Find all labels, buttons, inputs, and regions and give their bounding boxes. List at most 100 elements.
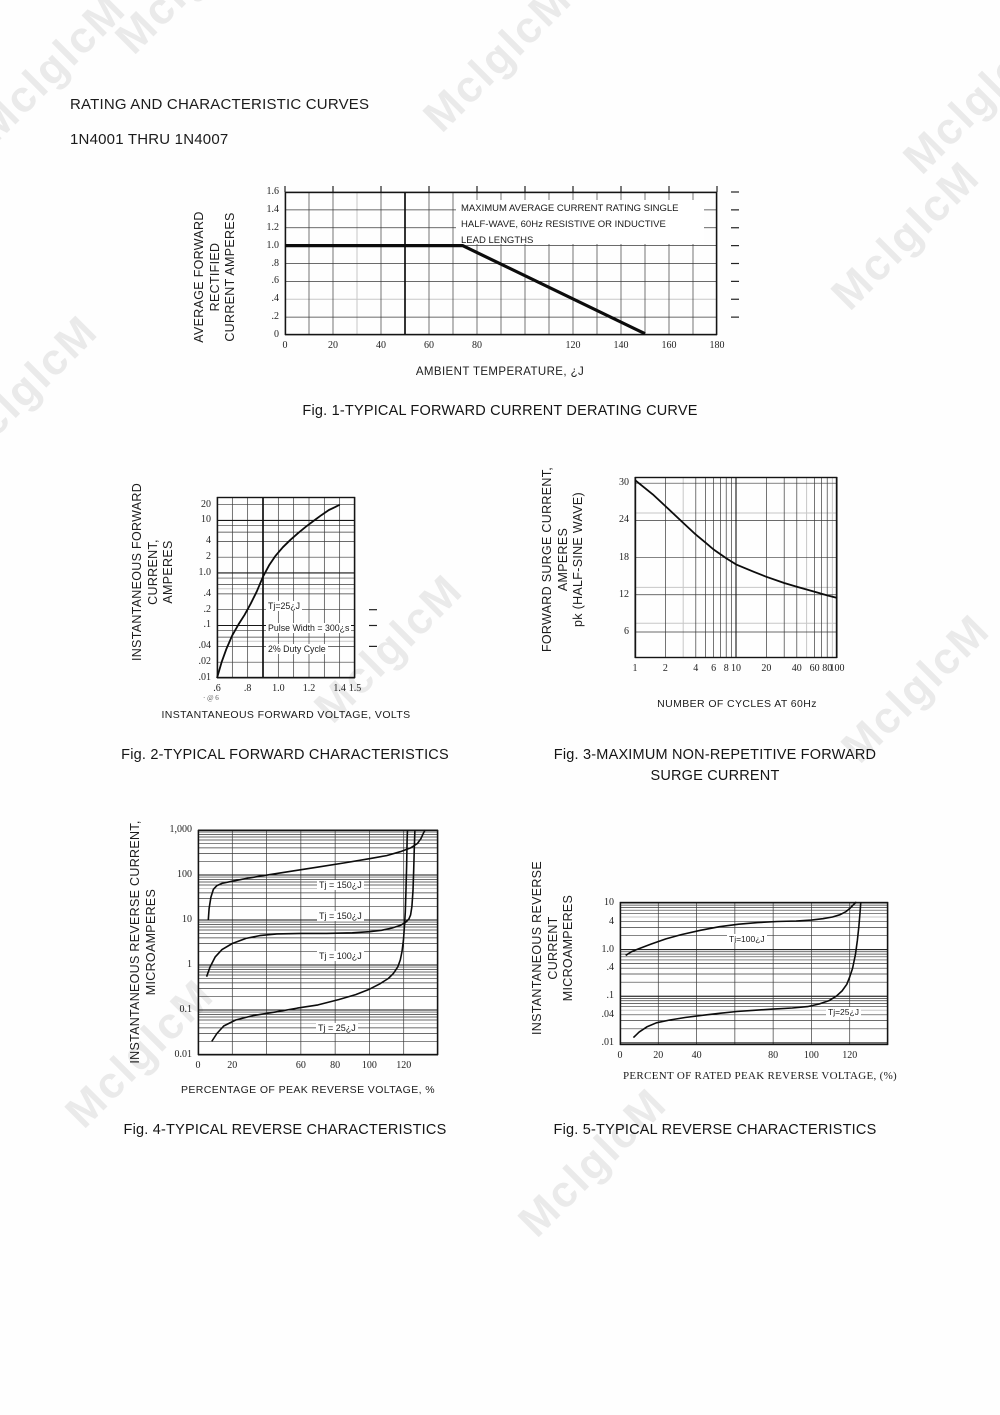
fig3-surge-current (634, 479, 838, 599)
fig1-x-tick: 120 (565, 340, 581, 351)
fig5-y-tick: .01 (601, 1036, 615, 1048)
fig1-y-axis-title: AVERAGE FORWARD RECTIFIED CURRENT AMPERES (192, 211, 237, 343)
fig2-y-tick: 2 (206, 551, 211, 563)
fig5-tj-25-curve (632, 901, 862, 1039)
fig4-y-tick: 0.1 (179, 1004, 193, 1015)
fig4-y-tick: 1 (187, 959, 192, 970)
fig2-plot (216, 496, 377, 679)
watermark: MclglcM (509, 1079, 677, 1247)
fig3-x-tick: 6 (711, 663, 717, 674)
fig1-y-tick: .4 (271, 293, 280, 305)
fig3-x-tick: 2 (662, 663, 668, 674)
fig4-x-tick: 100 (361, 1060, 377, 1071)
fig3-x-tick: 100 (829, 663, 845, 674)
fig2-x-tick: 1.5 (348, 683, 362, 694)
watermark: MclglcM (414, 0, 582, 142)
fig4-annotation: Tj = 25¿J (316, 1023, 358, 1033)
fig2-y-tick: 20 (201, 498, 211, 510)
fig1-x-tick: 0 (282, 340, 288, 351)
fig5-x-tick: 80 (768, 1050, 779, 1061)
fig5-x-tick: 0 (617, 1050, 623, 1061)
fig1-x-tick: 60 (424, 340, 434, 351)
fig2-y-tick: 1.0 (198, 566, 212, 578)
fig1-x-tick: 80 (472, 340, 482, 351)
fig3-y-tick: 6 (624, 625, 629, 637)
fig3-x-tick: 40 (791, 663, 802, 674)
fig2-y-tick: .2 (203, 603, 212, 615)
fig2-x-tick: .8 (243, 683, 252, 694)
fig2-x-tick: 1.2 (302, 683, 316, 694)
fig1-x-tick: 180 (709, 340, 725, 351)
fig2-forward-characteristic (216, 503, 341, 679)
fig3-x-tick: 1 (632, 663, 638, 674)
fig1-annotation: HALF-WAVE, 60Hz RESISTIVE OR INDUCTIVE (461, 218, 666, 230)
fig1-x-tick: 40 (376, 340, 386, 351)
fig4-y-tick: 10 (182, 914, 192, 925)
fig5-y-axis-title: INSTANTANEOUS REVERSE CURRENT MICROAMPERE… (530, 861, 575, 1035)
fig4-plot (197, 829, 439, 1056)
fig3-x-tick: 20 (761, 663, 772, 674)
fig5-tj-100-curve (625, 901, 857, 957)
fig2-annotation: Tj=25¿J (266, 601, 303, 611)
fig3-y-tick: 18 (619, 551, 629, 563)
fig3-caption: Fig. 3-MAXIMUM NON-REPETITIVE FORWARD (553, 747, 877, 763)
fig2-y-tick: 4 (206, 535, 211, 547)
fig5-x-tick: 100 (803, 1050, 819, 1061)
fig4-tj-100-curve (205, 829, 416, 977)
fig4-x-tick: 0 (195, 1060, 201, 1071)
fig4-y-tick: 100 (177, 869, 192, 880)
fig4-caption: Fig. 4-TYPICAL REVERSE CHARACTERISTICS (123, 1122, 447, 1138)
fig3-caption-line2: SURGE CURRENT (650, 768, 780, 784)
fig5-plot (619, 901, 889, 1046)
fig5-y-tick: 10 (604, 896, 614, 908)
fig4-tj-150-curve (207, 829, 426, 921)
fig2-y-tick: 10 (201, 514, 211, 526)
fig5-caption: Fig. 5-TYPICAL REVERSE CHARACTERISTICS (553, 1122, 877, 1138)
fig1-y-tick: 1.6 (266, 186, 280, 197)
fig5-y-tick: .4 (606, 962, 615, 974)
fig4-tj-25-curve (211, 829, 409, 1042)
fig1-plot (284, 186, 739, 336)
fig2-y-tick: .4 (203, 587, 212, 599)
fig3-x-tick: 80 (822, 663, 833, 674)
fig3-y-tick: 24 (619, 514, 629, 526)
fig3-y-axis-title: FORWARD SURGE CURRENT, AMPERES pk (HALF-S… (540, 466, 585, 653)
fig2-y-tick: .04 (198, 640, 212, 652)
fig3-x-axis-title: NUMBER OF CYCLES AT 60Hz (657, 698, 817, 710)
fig4-y-axis-title: INSTANTANEOUS REVERSE CURRENT, MICROAMPER… (128, 820, 158, 1064)
fig5-y-tick: .04 (601, 1008, 615, 1020)
fig5-x-tick: 40 (691, 1050, 702, 1061)
page-subtitle: 1N4001 THRU 1N4007 (70, 131, 229, 148)
fig3-y-tick: 30 (619, 477, 629, 489)
watermark: MclglcM (822, 152, 990, 320)
fig2-x-axis-title: INSTANTANEOUS FORWARD VOLTAGE, VOLTS (161, 709, 411, 721)
watermark: MclglcM (106, 0, 274, 64)
fig5-y-tick: .1 (606, 990, 615, 1002)
fig2-x-tick: 1.0 (272, 683, 285, 694)
fig1-caption: Fig. 1-TYPICAL FORWARD CURRENT DERATING … (302, 403, 698, 419)
fig1-x-axis-title: AMBIENT TEMPERATURE, ¿J (415, 366, 585, 378)
fig3-y-tick: 12 (619, 588, 629, 600)
fig4-x-tick: 120 (396, 1060, 412, 1071)
fig4-y-tick: 1,000 (169, 824, 193, 835)
fig1-y-tick: .2 (271, 311, 280, 323)
fig1-y-tick: 0 (274, 329, 279, 340)
fig2-annotation: 2% Duty Cycle (266, 644, 328, 654)
fig2-annotation: Pulse Width = 300¿s (266, 622, 352, 633)
fig5-x-tick: 120 (842, 1050, 858, 1061)
fig1-y-tick: 1.2 (266, 221, 280, 233)
fig4-y-tick: 0.01 (174, 1049, 193, 1060)
fig4-annotation: Tj = 150¿J (317, 880, 364, 890)
fig4-x-tick: 20 (227, 1060, 238, 1071)
fig5-y-tick: 1.0 (601, 943, 615, 955)
fig5-annotation: Tj=25¿J (826, 1007, 861, 1017)
fig5-y-tick: 4 (609, 915, 614, 927)
fig5-x-tick: 20 (653, 1050, 664, 1061)
page-title: RATING AND CHARACTERISTIC CURVES (70, 96, 370, 113)
fig2-x-tick: .6 (213, 683, 221, 694)
fig2-annotation: · @ 6 (203, 694, 219, 702)
fig1-y-tick: .8 (271, 257, 280, 269)
watermark: MclglcM (0, 306, 108, 474)
fig2-y-tick: .01 (198, 672, 212, 683)
